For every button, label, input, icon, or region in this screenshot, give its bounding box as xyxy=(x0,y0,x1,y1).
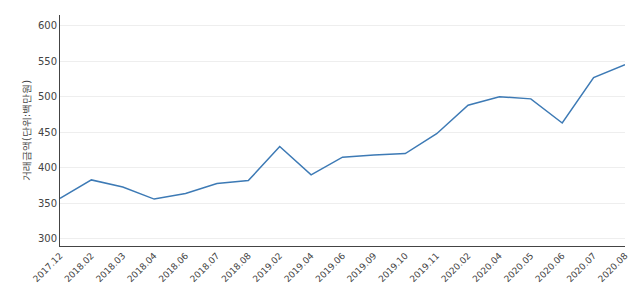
svg-text:350: 350 xyxy=(38,198,57,209)
svg-text:2020.05: 2020.05 xyxy=(502,251,535,284)
svg-text:2020.06: 2020.06 xyxy=(533,251,567,285)
svg-text:2018.04: 2018.04 xyxy=(125,251,159,285)
svg-text:2020.02: 2020.02 xyxy=(439,251,472,284)
svg-text:2018.02: 2018.02 xyxy=(63,251,96,284)
svg-text:2020.07: 2020.07 xyxy=(565,251,598,284)
svg-text:400: 400 xyxy=(38,162,57,173)
svg-text:2018.06: 2018.06 xyxy=(157,251,191,285)
svg-text:2019.06: 2019.06 xyxy=(314,251,348,285)
svg-text:2019.10: 2019.10 xyxy=(376,251,410,285)
svg-text:2017.12: 2017.12 xyxy=(31,251,64,284)
svg-text:2019.04: 2019.04 xyxy=(282,251,316,285)
svg-text:300: 300 xyxy=(38,233,57,244)
svg-text:2020.04: 2020.04 xyxy=(471,251,505,285)
svg-text:500: 500 xyxy=(38,91,57,102)
svg-text:2018.07: 2018.07 xyxy=(188,251,221,284)
svg-text:거래금액(단위:백만원): 거래금액(단위:백만원) xyxy=(21,80,32,181)
svg-text:2019.11: 2019.11 xyxy=(408,251,441,284)
svg-text:450: 450 xyxy=(38,127,57,138)
svg-text:550: 550 xyxy=(38,56,57,67)
svg-text:2019.02: 2019.02 xyxy=(251,251,284,284)
svg-text:600: 600 xyxy=(38,20,57,31)
svg-text:2018.03: 2018.03 xyxy=(94,251,127,284)
svg-text:2020.08: 2020.08 xyxy=(596,251,630,285)
svg-text:2018.08: 2018.08 xyxy=(220,251,254,285)
svg-text:2019.09: 2019.09 xyxy=(345,251,379,285)
